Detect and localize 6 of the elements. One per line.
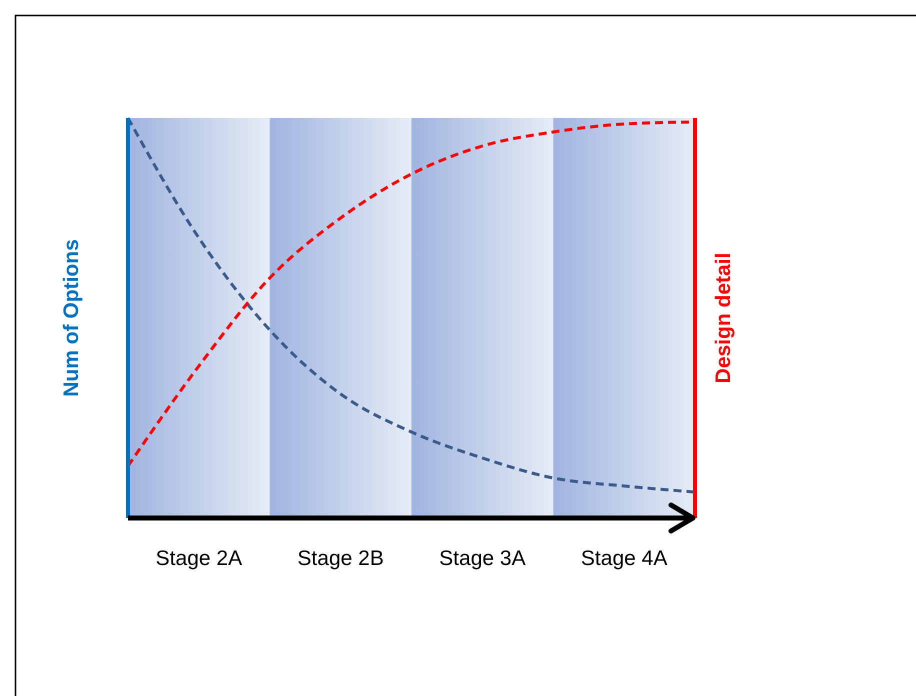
x-tick-label: Stage 4A	[580, 547, 668, 570]
x-tick-label: Stage 3A	[439, 547, 526, 570]
y-axis-title: Num of Options	[60, 239, 83, 397]
y2-axis-title: Design detail	[712, 252, 735, 384]
x-tick-label: Stage 2B	[297, 547, 384, 570]
x-tick-label: Stage 2A	[156, 547, 242, 570]
